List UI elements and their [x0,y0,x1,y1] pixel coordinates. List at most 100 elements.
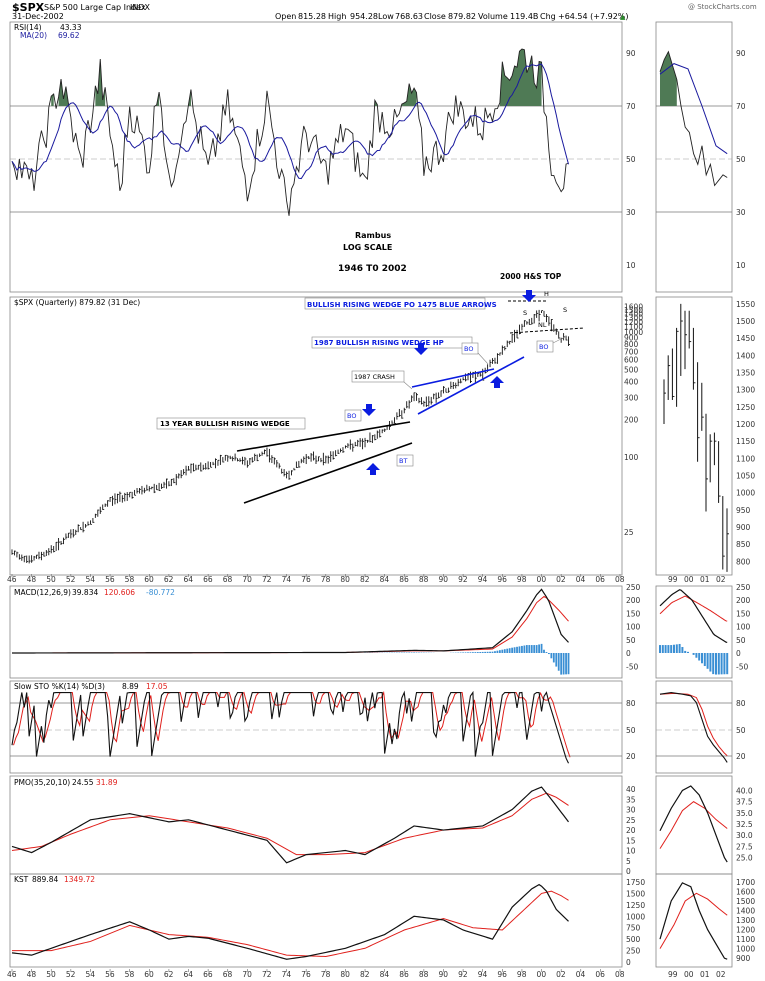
year-tick-label: 60 [144,575,154,584]
price-tick-label: 300 [624,393,639,402]
year-tick-label: 82 [360,575,370,584]
year-tick-label: 84 [380,575,390,584]
kst-inset-tick-label: 1400 [736,907,755,916]
price-panel: $SPX (Quarterly) 879.82 (31 Dec) 1600150… [9,272,755,576]
rsi-frame [9,21,623,293]
annotation-range: 1946 T0 2002 [338,264,407,274]
year-axis-inset-mid: 99 00 01 02 [668,575,726,584]
macd-legend-hist: -80.772 [146,588,175,597]
macd-inset-hist-bar [698,653,701,661]
macd-axis: 250 250 200 200 150 150 100 100 50 50 0 0 -50 -50 [626,583,751,672]
macd-inset-hist-bar [720,653,723,675]
crash-pointer [403,381,413,390]
macd-inset-line [659,589,728,643]
macd-hist-bar [489,651,491,653]
year-tick-label: 56 [105,970,115,979]
kst-tick-label: 1750 [626,878,645,887]
macd-inset-hist-bar [723,653,726,675]
bo-box-3 [536,340,554,353]
sto-inset-tick-20: 20 [736,752,746,761]
macd-hist-bar [518,646,521,653]
inset-year-tick-label: 01 [700,970,710,979]
macd-inset-hist-bar [706,653,709,669]
price-inset-tick-label: 900 [736,523,751,532]
pmo-tick-label: 10 [626,847,636,856]
inset-year-tick-label: 99 [668,575,678,584]
macd-hist-bar [521,645,523,653]
macd-hist-bar [474,652,477,653]
year-tick-label: 56 [105,575,115,584]
year-tick-label: 70 [242,575,252,584]
pmo-legend-value: 24.55 [72,778,94,787]
pmo-inset-signal-line [659,801,728,849]
close-value: 879.82 [448,12,476,21]
year-tick-label: 52 [66,575,76,584]
year-tick-label: 66 [203,575,213,584]
year-tick-label: 72 [262,970,272,979]
macd-legend-signal: 120.606 [104,588,135,597]
kst-inset-tick-label: 1700 [736,878,755,887]
watermark: @ StockCharts.com [688,3,757,11]
symbol: $SPX [12,1,45,14]
macd-hist-bar [543,649,545,653]
price-inset-tick-label: 850 [736,540,751,549]
price-inset-tick-label: 1350 [736,369,755,378]
rsi-inset-line [659,50,728,187]
annotation-left-shoulder: S [523,309,527,317]
pmo-inset-tick-label: 40.0 [736,786,753,795]
rsi-tick-30: 30 [626,208,636,217]
high-label: High [328,12,346,21]
year-tick-label: 76 [301,575,311,584]
kst-tick-label: 750 [626,924,641,933]
wedge-13yr-lower-line [243,442,413,504]
down-arrow-icon [522,290,536,302]
macd-hist-bar [530,645,533,653]
macd-inset-hist-bar [673,644,675,653]
pmo-legend-signal: 31.89 [96,778,118,787]
down-arrow-icon [362,404,376,416]
close-label: Close [424,12,446,21]
macd-inset-tick-label: 100 [736,623,751,632]
macd-hist-bar [472,652,474,653]
price-inset-frame [655,296,733,576]
year-tick-label: 62 [164,575,174,584]
macd-hist-bar [462,652,464,653]
macd-hist-bar [528,645,531,653]
macd-hist-bar [476,652,479,653]
year-axis-bottom: 46 48 50 52 54 56 58 60 62 64 66 68 70 72 74 76 78 80 82 84… [7,969,625,979]
macd-hist-bar [484,651,487,653]
macd-tick-label: 0 [626,649,631,658]
year-axis-inset-bottom: 99 00 01 02 [668,970,726,979]
annotation-neckline: NL [538,321,547,329]
year-tick-label: 96 [497,970,507,979]
macd-histogram [364,643,570,675]
macd-hist-bar [494,651,496,653]
price-tick-label: 600 [624,356,639,365]
rsi-tick-50: 50 [626,155,636,164]
year-tick-label: 46 [7,575,17,584]
price-frame [9,296,623,576]
sto-legend-name: Slow STO %K(14) %D(3) [14,682,105,691]
macd-inset-hist-bar [684,650,687,653]
macd-hist-bar [567,653,570,675]
bo-box-1 [344,409,362,422]
year-tick-label: 00 [537,575,547,584]
kst-frame [9,873,623,968]
wedge-1987-lower-line [417,356,525,415]
year-tick-label: 88 [419,970,429,979]
price-tick-label: 200 [624,415,639,424]
macd-tick-label: 200 [626,596,641,605]
up-arrow-icon: ▲ [620,13,626,21]
kst-inset-tick-label: 1000 [736,945,755,954]
macd-hist-bar [548,653,550,655]
macd-panel: MACD(12,26,9) 39.834 120.606 -80.772 250… [9,583,751,679]
up-arrow-icon [366,463,380,475]
macd-inset-hist-bar [709,653,712,672]
annotation-bo-3: BO [539,343,548,351]
price-tick-label: 900 [624,334,639,343]
macd-hist-bar [496,650,499,653]
macd-hist-bar [516,646,518,653]
macd-inset-hist-bar [664,645,667,653]
kst-tick-label: 1250 [626,901,645,910]
